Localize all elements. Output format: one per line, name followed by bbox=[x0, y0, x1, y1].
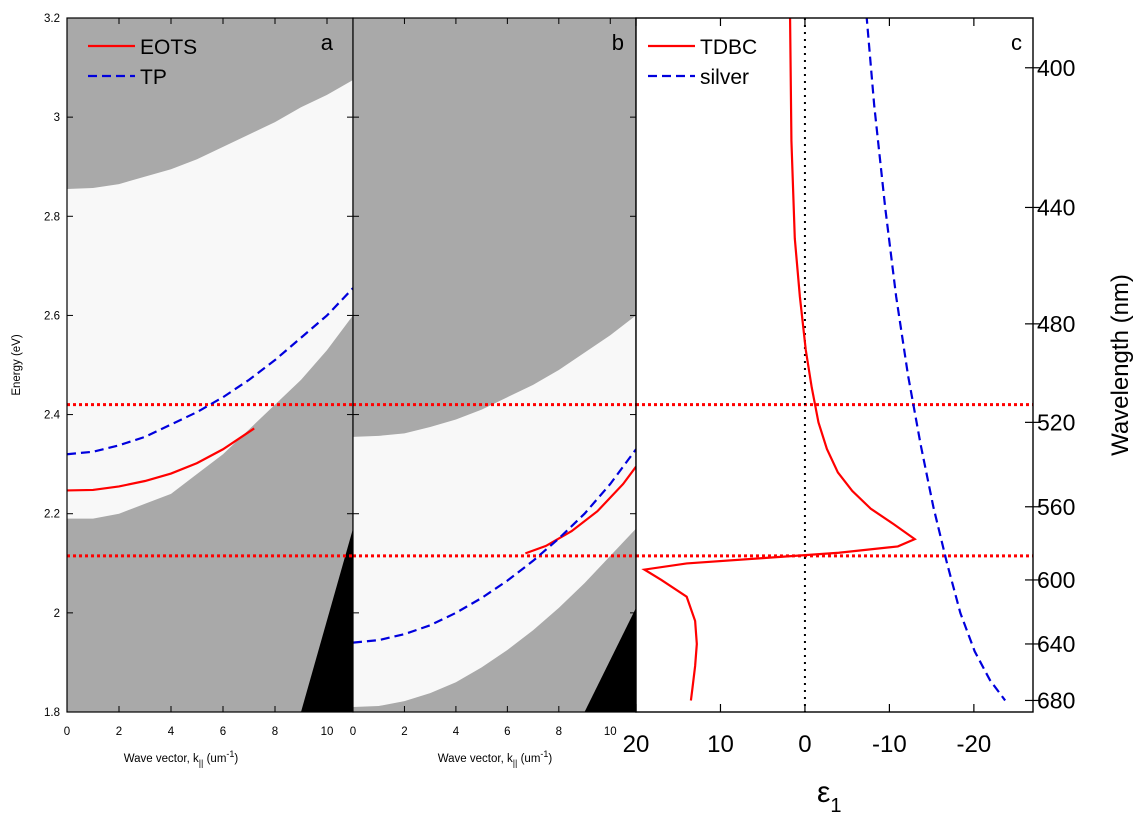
panel-a-x-axis-label: Wave vector, k|| (um-1) bbox=[124, 749, 239, 768]
panel-b-x-axis-label-end: ) bbox=[548, 753, 552, 765]
panel-c-ticks: 20 10 0 -10 -20 400 440 480 520 560 600 640 680 bbox=[623, 18, 1075, 758]
panel-c-x-tick-label: 20 bbox=[623, 731, 650, 758]
legend-c: TDBC silver bbox=[648, 36, 757, 89]
panel-b-x-tick-label: 8 bbox=[556, 726, 562, 738]
panel-b-black-region bbox=[584, 607, 636, 712]
panel-b-x-axis-label-unit: (um bbox=[517, 753, 540, 765]
legend-c-tdbc-label: TDBC bbox=[700, 36, 757, 59]
panel-b-x-tick-label: 6 bbox=[504, 726, 510, 738]
panel-b-label: b bbox=[612, 30, 624, 55]
panel-a-label: a bbox=[321, 30, 334, 55]
panel-a-y-tick-label: 3.2 bbox=[44, 13, 60, 25]
panel-b: 0 2 4 6 8 10 b Wave vector, k|| (um-1) bbox=[350, 17, 637, 768]
panel-c-series bbox=[641, 18, 1007, 702]
panel-c-frame bbox=[635, 17, 1034, 713]
panel-a-series-eots bbox=[67, 427, 255, 492]
panel-c-series-silver bbox=[865, 18, 1007, 702]
panel-c-y-tick-label: 480 bbox=[1037, 311, 1075, 337]
panel-b-x-tick-label: 10 bbox=[604, 726, 617, 738]
panel-c-reference-lines bbox=[636, 18, 1033, 712]
panel-b-x-axis-label: Wave vector, k|| (um-1) bbox=[438, 749, 553, 768]
panel-c-label: c bbox=[1011, 30, 1022, 55]
panel-a-y-tick-label: 2.2 bbox=[44, 509, 60, 521]
panel-c-x-tick-label: -10 bbox=[872, 731, 907, 758]
panel-a-ticks: 0 2 4 6 8 10 1.8 2 2.2 2.4 2.6 2.8 3 3.2 bbox=[44, 13, 353, 738]
panel-a-x-axis-label-sub: || bbox=[199, 758, 204, 768]
panel-b-x-axis-label-sub: || bbox=[513, 758, 518, 768]
panel-c-x-tick-label: 0 bbox=[798, 731, 811, 758]
panel-a-x-tick-label: 4 bbox=[168, 726, 175, 738]
panel-b-white-band bbox=[353, 315, 636, 708]
panel-a-x-tick-label: 10 bbox=[321, 726, 334, 738]
panel-c-y-tick-label: 680 bbox=[1037, 687, 1075, 713]
panel-c-x-tick-label: -20 bbox=[957, 731, 992, 758]
panel-a-y-axis-label: Energy (eV) bbox=[11, 334, 23, 396]
panel-a-y-tick-label: 2.4 bbox=[44, 410, 61, 422]
panel-a-y-tick-label: 2 bbox=[54, 608, 60, 620]
legend-a-eots-label: EOTS bbox=[140, 36, 197, 59]
panel-a-x-tick-label: 2 bbox=[116, 726, 122, 738]
panel-a-y-tick-label: 2.8 bbox=[44, 211, 60, 223]
legend-a-tp-label: TP bbox=[140, 66, 167, 89]
panel-a-x-axis-label-unit: (um bbox=[203, 753, 226, 765]
panel-c-y-tick-label: 600 bbox=[1037, 567, 1075, 593]
panel-c-y-tick-label: 400 bbox=[1037, 55, 1075, 81]
panel-a-y-tick-label: 1.8 bbox=[44, 707, 60, 719]
panel-c-y-tick-label: 640 bbox=[1037, 631, 1075, 657]
panel-a-series-tp bbox=[67, 287, 353, 456]
panel-c-x-tick-label: 10 bbox=[707, 731, 734, 758]
panel-a-x-tick-label: 8 bbox=[272, 726, 278, 738]
panel-b-series-eots bbox=[524, 465, 636, 555]
panel-c-x-axis-label-main: ε bbox=[817, 776, 830, 809]
panel-b-series-tp bbox=[353, 448, 636, 644]
panel-c: 20 10 0 -10 -20 400 440 480 520 560 600 640 680 c TD… bbox=[623, 17, 1134, 817]
panel-b-x-axis-label-main: Wave vector, k bbox=[438, 753, 513, 765]
panel-b-bands bbox=[353, 18, 636, 712]
panel-a-x-axis-label-sup: -1 bbox=[226, 749, 234, 759]
panel-a-black-region bbox=[301, 528, 353, 712]
panel-a-x-axis-label-end: ) bbox=[234, 753, 238, 765]
panel-a-x-tick-label: 6 bbox=[220, 726, 226, 738]
panel-b-reference-lines bbox=[353, 403, 636, 558]
panel-c-y-tick-label: 560 bbox=[1037, 494, 1075, 520]
panel-b-series bbox=[353, 448, 636, 644]
panel-a-x-tick-label: 0 bbox=[64, 726, 70, 738]
panel-a: 0 2 4 6 8 10 1.8 2 2.2 2.4 2.6 2.8 3 3.2 a EOTS TP Wa… bbox=[11, 13, 354, 768]
panel-c-x-axis-label: ε1 bbox=[817, 776, 842, 817]
panel-c-y-tick-label: 520 bbox=[1037, 409, 1075, 435]
legend-c-silver-label: silver bbox=[700, 66, 749, 89]
panel-c-y-axis-label: Wavelength (nm) bbox=[1107, 274, 1134, 456]
panel-c-x-axis-label-sub: 1 bbox=[830, 795, 841, 817]
panel-b-x-tick-label: 2 bbox=[401, 726, 407, 738]
legend-a: EOTS TP bbox=[88, 36, 197, 89]
panel-b-x-tick-label: 4 bbox=[453, 726, 460, 738]
panel-b-x-axis-label-sup: -1 bbox=[540, 749, 548, 759]
panel-a-series bbox=[67, 287, 353, 492]
panel-b-x-tick-label: 0 bbox=[350, 726, 356, 738]
panel-a-x-axis-label-main: Wave vector, k bbox=[124, 753, 199, 765]
panel-b-ticks: 0 2 4 6 8 10 bbox=[350, 17, 636, 738]
panel-a-bands bbox=[67, 18, 353, 712]
panel-c-background bbox=[636, 18, 1033, 712]
panel-c-y-tick-label: 440 bbox=[1037, 194, 1075, 220]
panel-a-y-tick-label: 3 bbox=[54, 112, 60, 124]
panel-a-y-tick-label: 2.6 bbox=[44, 310, 60, 322]
panel-a-white-band bbox=[67, 79, 353, 519]
panel-c-series-tdbc bbox=[641, 18, 917, 701]
